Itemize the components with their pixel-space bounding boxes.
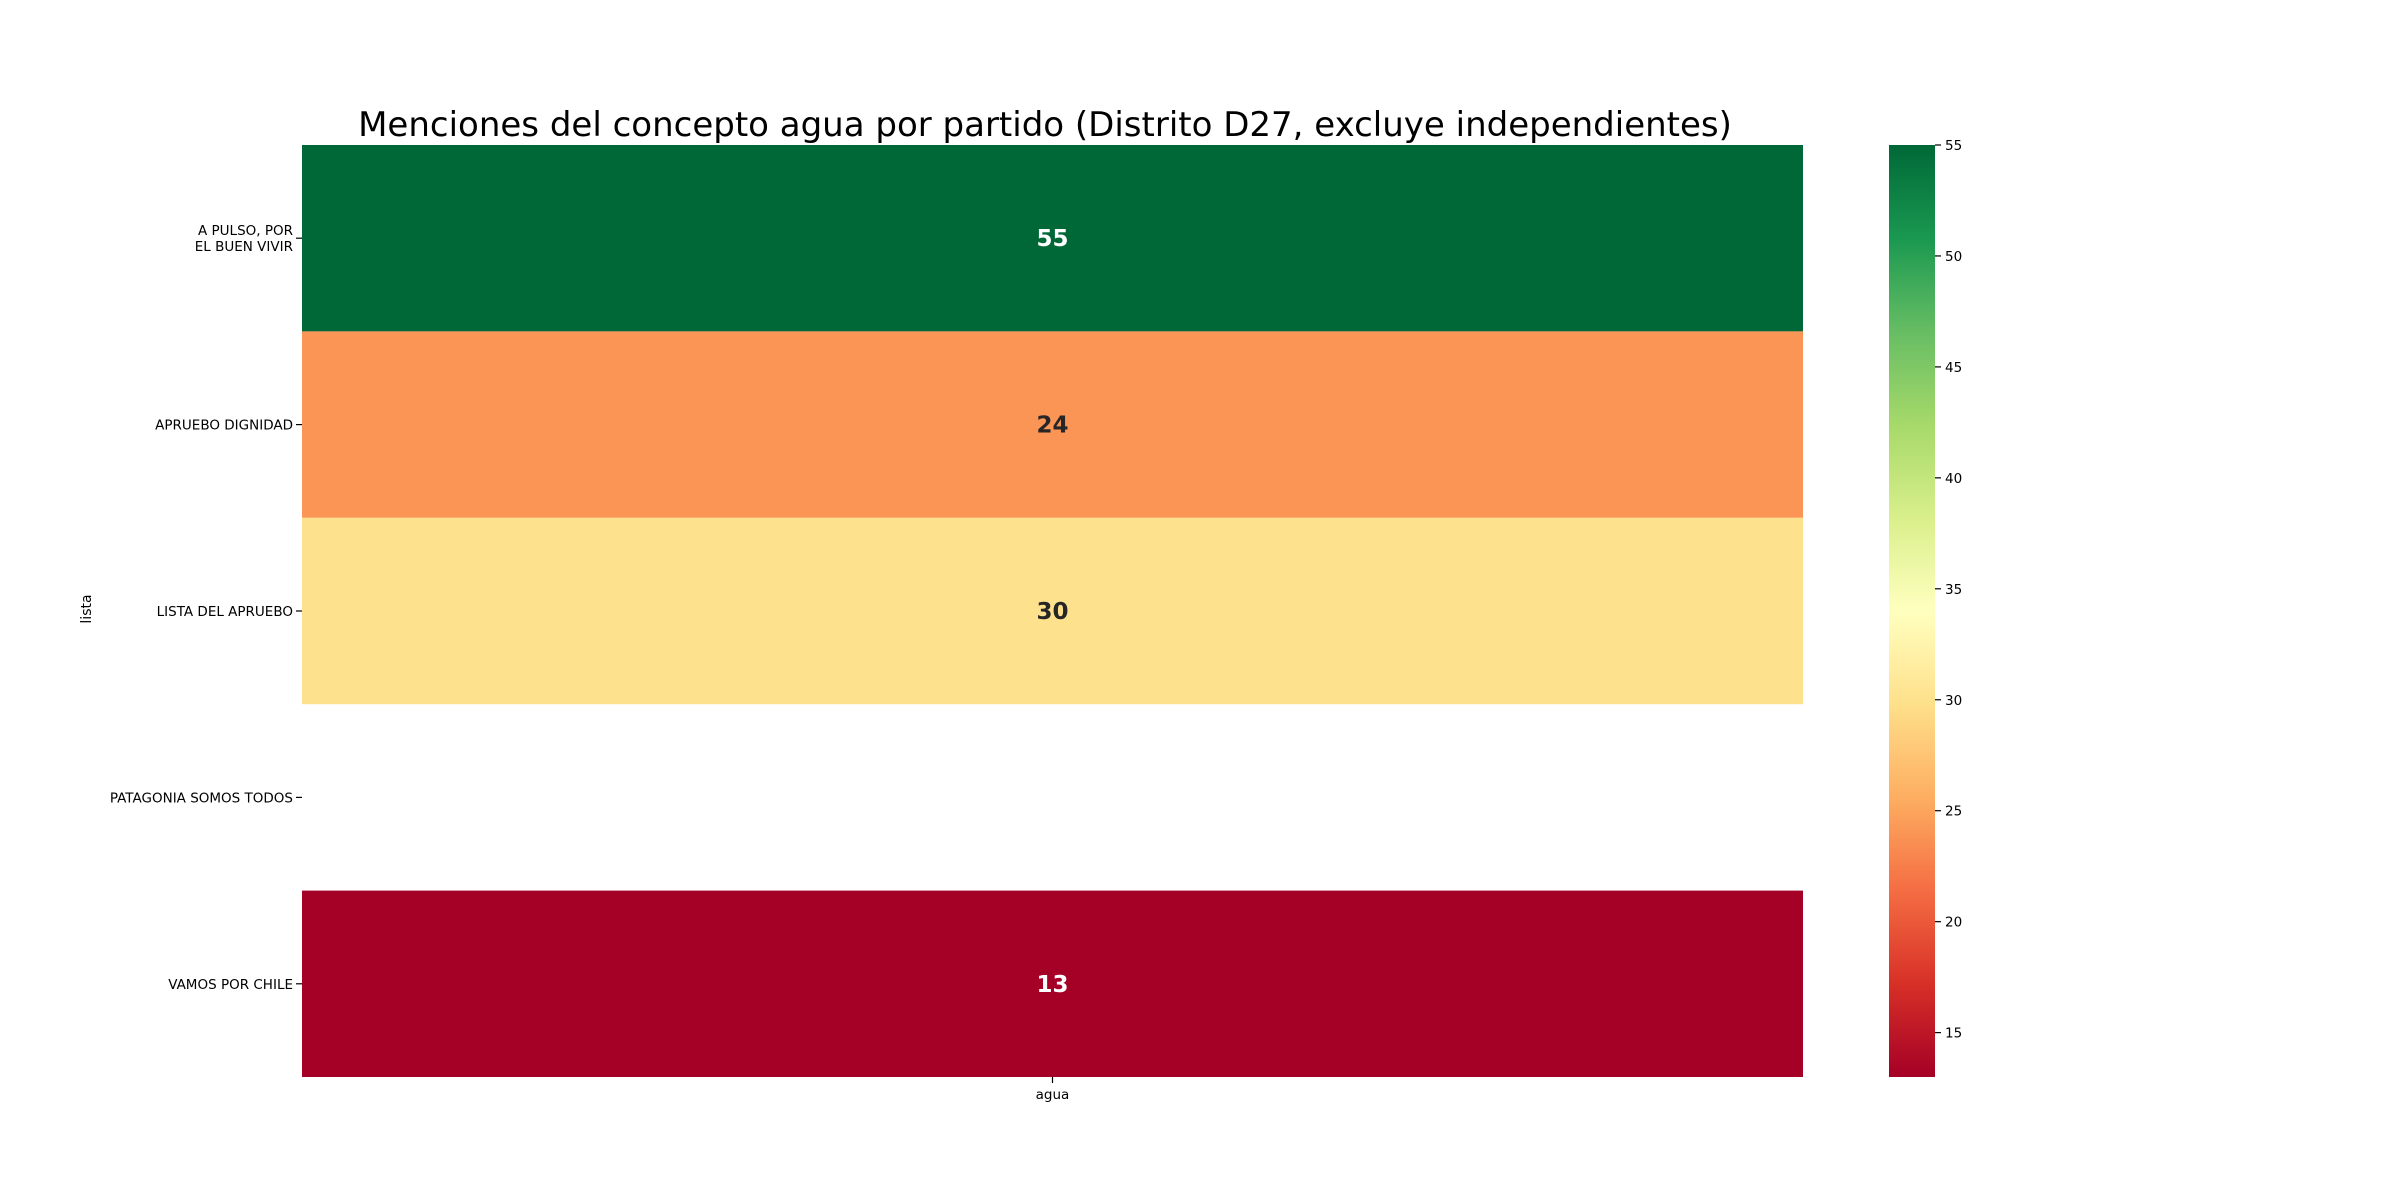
y-tick-label: EL BUEN VIVIR — [195, 239, 293, 255]
y-tick-label: VAMOS POR CHILE — [168, 977, 293, 993]
colorbar-tick-label: 50 — [1945, 249, 1962, 265]
x-axis-ticks: agua — [1036, 1077, 1070, 1103]
y-tick-label: APRUEBO DIGNIDAD — [155, 418, 293, 434]
colorbar: 15 20 25 30 35 40 45 50 55 — [1889, 138, 1962, 1077]
cell-value-label: 24 — [1036, 413, 1068, 439]
heatmap-cells — [302, 145, 1803, 1077]
cell-value-label: 13 — [1036, 972, 1068, 998]
heatmap-cell — [302, 331, 1803, 518]
heatmap-cell — [302, 890, 1803, 1077]
colorbar-tick-label: 15 — [1945, 1026, 1962, 1042]
cell-annotations: 55 24 30 13 — [1036, 226, 1068, 998]
y-tick-label: LISTA DEL APRUEBO — [157, 604, 293, 620]
y-tick-label: PATAGONIA SOMOS TODOS — [110, 790, 293, 806]
colorbar-tick-label: 45 — [1945, 360, 1962, 376]
colorbar-tick-label: 25 — [1945, 804, 1962, 820]
y-axis-label: lista — [79, 594, 95, 623]
colorbar-tick-label: 30 — [1945, 693, 1962, 709]
y-tick-label: A PULSO, POR — [198, 223, 293, 239]
colorbar-tick-label: 20 — [1945, 915, 1962, 931]
chart-title: Menciones del concepto agua por partido … — [358, 105, 1732, 145]
heatmap-cell — [302, 145, 1803, 332]
x-tick-label: agua — [1036, 1087, 1070, 1103]
colorbar-tick-label: 40 — [1945, 471, 1962, 487]
colorbar-tick-label: 35 — [1945, 582, 1962, 598]
heatmap-cell — [302, 517, 1803, 705]
colorbar-gradient — [1889, 145, 1935, 1077]
cell-value-label: 30 — [1036, 599, 1068, 625]
cell-value-label: 55 — [1036, 226, 1068, 252]
colorbar-tick-label: 55 — [1945, 138, 1962, 154]
